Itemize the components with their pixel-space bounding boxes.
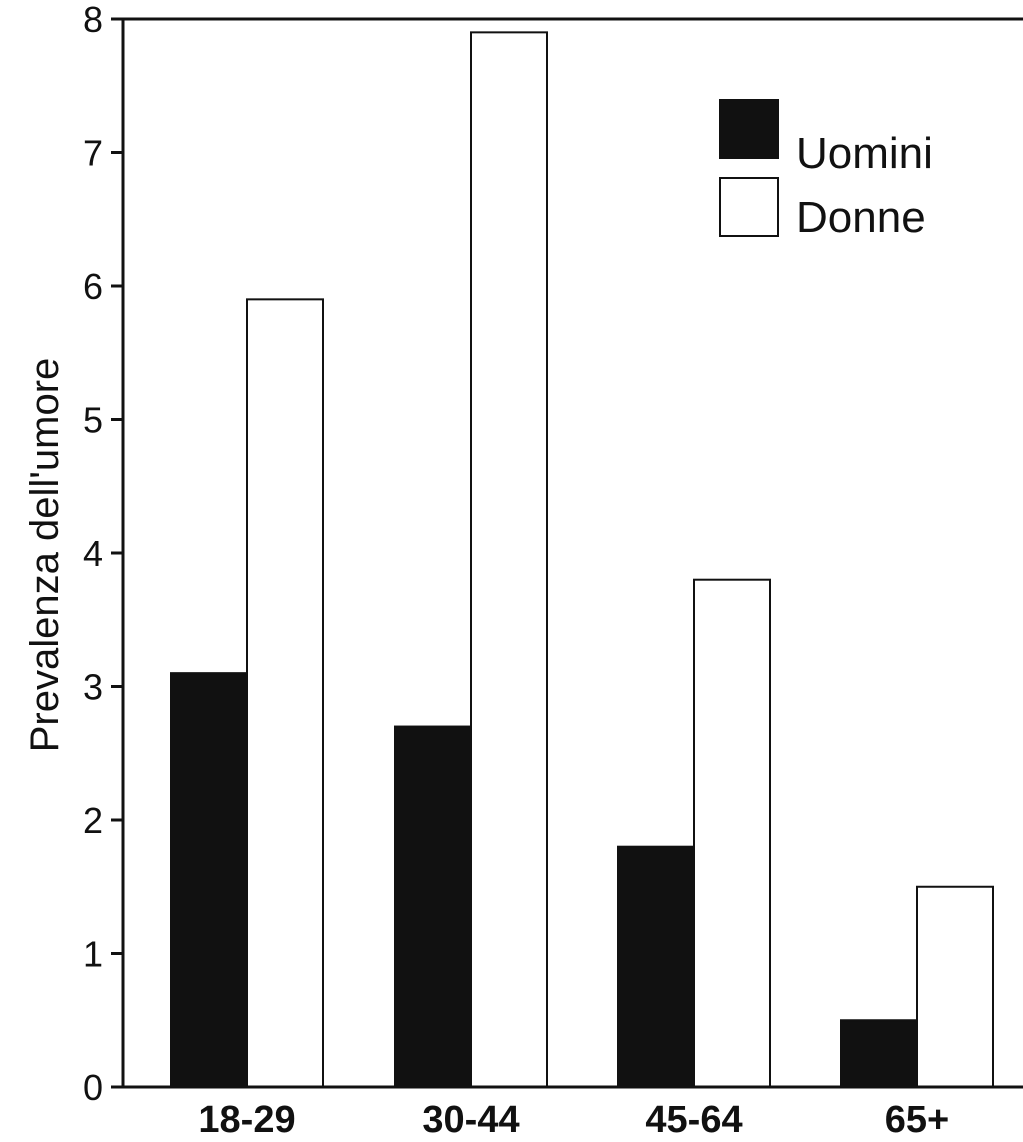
legend: Uomini Donne [719,99,933,242]
bar-uomini-65+ [840,1019,918,1088]
legend-label-donne: Donne [796,193,926,242]
y-tick-label-8: 8 [83,0,103,40]
y-tick-label-4: 4 [83,533,103,574]
y-tick-label-5: 5 [83,400,103,441]
y-tick-label-0: 0 [83,1067,103,1108]
x-category-label-45-64: 45-64 [645,1099,742,1141]
x-category-label-30-44: 30-44 [422,1099,519,1141]
bar-uomini-45-64 [617,845,695,1089]
legend-label-uomini: Uomini [796,129,933,178]
bar-uomini-18-29 [170,672,248,1089]
plot-area: 0 1 2 3 4 5 6 7 8 18-29 30-44 45-64 65+ [83,0,1023,1141]
y-tick-label-7: 7 [83,133,103,174]
y-axis-title: Prevalenza dell'umore [23,358,67,753]
x-category-label-18-29: 18-29 [198,1099,295,1141]
y-tick-label-6: 6 [83,266,103,307]
bar-donne-18-29 [246,298,324,1089]
legend-swatch-uomini [719,99,779,159]
x-category-label-65+: 65+ [885,1099,949,1141]
y-tick-label-3: 3 [83,667,103,708]
bar-donne-45-64 [693,578,771,1088]
y-tick-label-2: 2 [83,800,103,841]
legend-swatch-donne [719,177,779,237]
y-tick-label-1: 1 [83,934,103,975]
bar-donne-65+ [916,885,994,1088]
bar-uomini-30-44 [394,725,472,1088]
bar-donne-30-44 [470,31,548,1089]
